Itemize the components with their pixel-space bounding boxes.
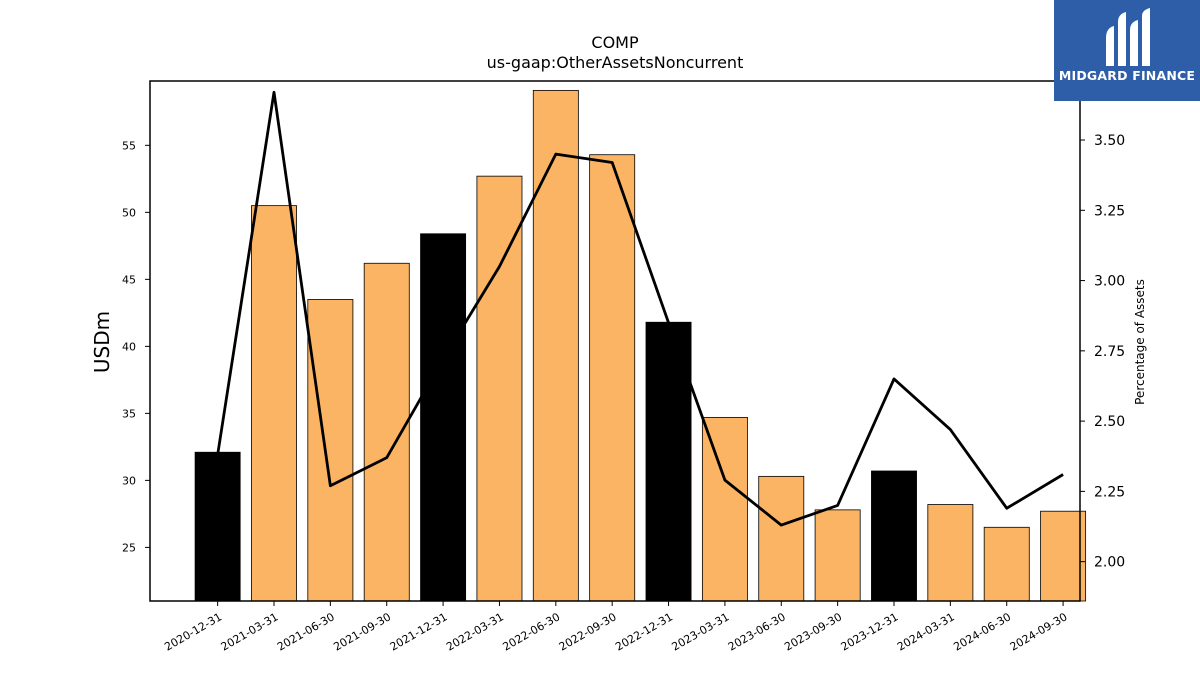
bar-2020-12-31 — [194, 451, 241, 602]
y-left-tick-label: 35 — [122, 407, 136, 420]
y-left-tick-label: 50 — [122, 206, 136, 219]
x-tick-label: 2021-09-30 — [331, 610, 393, 653]
x-tick-label: 2022-09-30 — [557, 610, 619, 653]
bar-2023-03-31 — [701, 416, 748, 602]
x-tick-label: 2020-12-31 — [162, 610, 224, 653]
x-tick-label: 2024-03-31 — [895, 610, 957, 653]
x-tick-label: 2023-03-31 — [670, 610, 732, 653]
y-right-tick-label: 2.50 — [1094, 414, 1125, 430]
y-right-tick-label: 2.25 — [1094, 484, 1125, 500]
bar-2023-09-30 — [814, 509, 861, 602]
chart-title: COMP — [591, 33, 639, 52]
x-tick-label: 2021-12-31 — [388, 610, 450, 653]
logo-text: MIDGARD FINANCE — [1058, 68, 1196, 83]
bar-2022-03-31 — [476, 175, 523, 602]
y-left-tick-label: 45 — [122, 273, 136, 286]
x-tick-label: 2022-03-31 — [444, 610, 506, 653]
bar-2024-03-31 — [927, 504, 974, 602]
bar-2021-06-30 — [307, 299, 354, 602]
x-tick-label: 2023-06-30 — [726, 610, 788, 653]
chart-subtitle: us-gaap:OtherAssetsNoncurrent — [487, 53, 744, 72]
x-tick-label: 2022-06-30 — [500, 610, 562, 653]
x-tick-label: 2021-06-30 — [275, 610, 337, 653]
bar-2024-09-30 — [1040, 510, 1087, 602]
bar-2023-12-31 — [871, 470, 917, 602]
bar-2024-06-30 — [983, 526, 1030, 602]
y-right-tick-label: 3.50 — [1094, 133, 1125, 149]
percentage-line — [216, 90, 1064, 527]
x-tick-label: 2021-03-31 — [219, 610, 281, 653]
y-left-tick-label: 40 — [122, 340, 136, 353]
y-left-tick-label: 55 — [122, 139, 136, 152]
y-right-tick-label: 3.00 — [1094, 274, 1125, 290]
x-tick-label: 2024-09-30 — [1008, 610, 1070, 653]
bar-2021-03-31 — [251, 205, 297, 602]
left-ticks-group: 25 30 35 40 45 50 55 — [122, 139, 150, 554]
y-axis-right-label: Percentage of Assets — [1133, 279, 1147, 405]
x-tick-label: 2022-12-31 — [613, 610, 675, 653]
x-tick-label: 2024-06-30 — [951, 610, 1013, 653]
x-tick-label: 2023-12-31 — [839, 610, 901, 653]
line-group — [216, 90, 1064, 527]
y-right-tick-label: 2.00 — [1094, 555, 1125, 571]
bars-group — [194, 89, 1087, 602]
right-ticks-group: 2.00 2.25 2.50 2.75 3.00 3.25 3.50 — [1080, 133, 1125, 571]
y-right-tick-label: 2.75 — [1094, 344, 1125, 360]
bar-2022-06-30 — [532, 89, 579, 602]
brand-logo: MIDGARD FINANCE — [1054, 0, 1200, 101]
bar-2023-06-30 — [758, 475, 805, 602]
plot-frame — [149, 80, 1081, 602]
y-left-tick-label: 30 — [122, 474, 136, 487]
bar-2021-12-31 — [420, 233, 467, 602]
y-right-tick-label: 3.25 — [1094, 203, 1125, 219]
y-axis-left-label: USDm — [90, 311, 114, 373]
x-tick-label: 2023-09-30 — [782, 610, 844, 653]
bar-2022-09-30 — [589, 154, 636, 602]
y-left-tick-label: 25 — [122, 541, 136, 554]
x-ticks-group: 2020-12-312021-03-312021-06-302021-09-30… — [162, 601, 1070, 654]
logo-mark-icon — [1106, 8, 1150, 66]
